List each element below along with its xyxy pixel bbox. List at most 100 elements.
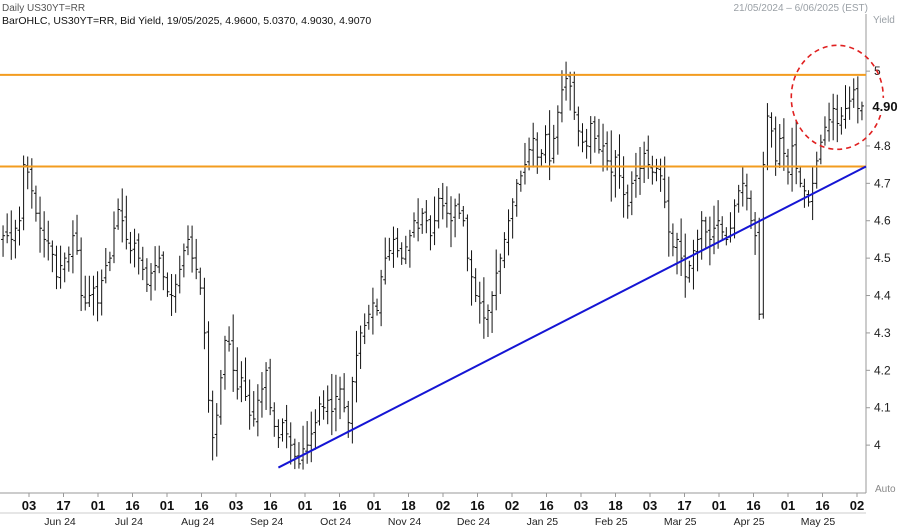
ohlc-bar <box>843 85 848 129</box>
ohlc-bar <box>687 260 692 283</box>
ohlc-bar <box>539 149 544 168</box>
ohlc-bar <box>333 374 338 432</box>
x-tick-month-label: Jan 25 <box>527 516 559 528</box>
ohlc-bar <box>666 176 671 257</box>
ohlc-bar <box>847 86 852 120</box>
ohlc-bar <box>21 155 26 231</box>
ohlc-bar <box>370 287 375 335</box>
ohlc-bar <box>814 151 819 189</box>
ohlc-bar <box>165 272 170 297</box>
ohlc-bar <box>395 228 400 258</box>
ohlc-bar <box>305 421 310 464</box>
ohlc-bar <box>251 391 256 427</box>
x-tick-day-label: 01 <box>712 498 726 513</box>
x-tick-month-label: Mar 25 <box>664 516 697 528</box>
ohlc-bar <box>457 193 462 219</box>
ohlc-bar <box>802 178 807 208</box>
ohlc-bar <box>412 212 417 238</box>
x-tick-day-label: 18 <box>401 498 415 513</box>
ohlc-bar <box>202 277 207 350</box>
ohlc-bar <box>580 123 585 153</box>
x-tick-day-label: 16 <box>539 498 553 513</box>
support-trendline <box>277 165 867 469</box>
ohlc-bar <box>272 402 277 437</box>
ohlc-bar <box>576 106 581 147</box>
x-tick-day-label: 16 <box>746 498 760 513</box>
ohlc-bar <box>794 120 799 185</box>
ohlc-bar <box>428 215 433 251</box>
x-tick-day-label: 01 <box>781 498 795 513</box>
ohlc-bar <box>25 156 30 190</box>
ohlc-bar <box>477 281 482 324</box>
x-tick-day-label: 02 <box>850 498 864 513</box>
x-tick-day-label: 01 <box>160 498 174 513</box>
x-tick-month-label: Aug 24 <box>181 516 214 528</box>
ohlc-bar <box>827 102 832 142</box>
ohlc-bar <box>268 358 273 416</box>
ohlc-bar <box>181 243 186 278</box>
ohlc-bar <box>568 71 573 111</box>
ohlc-bar <box>753 212 758 255</box>
ohlc-bar <box>851 78 856 108</box>
ohlc-bar <box>124 195 129 250</box>
ohlc-bar <box>301 425 306 470</box>
x-tick-day-label: 02 <box>505 498 519 513</box>
ohlc-bar <box>436 188 441 229</box>
ohlc-bar <box>157 245 162 274</box>
ohlc-bar <box>173 274 178 313</box>
x-tick-day-label: 16 <box>194 498 208 513</box>
ohlc-bar <box>740 166 745 207</box>
ohlc-bar <box>769 112 774 148</box>
x-tick-day-label: 03 <box>229 498 243 513</box>
ohlc-bar <box>835 94 840 143</box>
ohlc-bar <box>703 216 708 249</box>
ohlc-bar <box>58 245 63 289</box>
ohlc-bar <box>70 220 75 274</box>
ohlc-bar <box>675 232 680 275</box>
x-tick-day-label: 16 <box>332 498 346 513</box>
ohlc-bar <box>259 372 264 418</box>
ohlc-bar <box>153 246 158 291</box>
ohlc-bar <box>806 190 811 207</box>
ohlc-bar <box>683 233 688 298</box>
ohlc-bar <box>822 116 827 146</box>
ohlc-bar <box>506 209 511 256</box>
ohlc-bar <box>284 404 289 449</box>
ohlc-bar <box>547 110 552 181</box>
y-tick-label: 4.2 <box>874 363 891 377</box>
y-tick-label: 4 <box>874 438 881 452</box>
ohlc-bar <box>617 134 622 189</box>
ohlc-bar <box>522 142 527 185</box>
ohlc-bar <box>407 229 412 268</box>
ohlc-bar <box>13 219 18 259</box>
x-tick-day-label: 16 <box>263 498 277 513</box>
ohlc-bar <box>243 357 248 401</box>
ohlc-bar <box>276 419 281 448</box>
ohlc-bar <box>473 268 478 303</box>
ohlc-bar <box>235 347 240 400</box>
y-axis-title: Yield <box>873 15 895 26</box>
ohlc-bar <box>559 70 564 123</box>
x-tick-day-label: 17 <box>56 498 70 513</box>
ohlc-bar <box>379 269 384 327</box>
x-tick-day-label: 03 <box>643 498 657 513</box>
x-tick-day-label: 03 <box>22 498 36 513</box>
ohlc-bar <box>313 409 318 450</box>
ohlc-bar <box>444 186 449 228</box>
ohlc-bar <box>432 196 437 246</box>
ohlc-bar <box>54 245 59 290</box>
ohlc-bar <box>707 216 712 266</box>
auto-scale-label[interactable]: Auto <box>875 484 896 495</box>
y-axis: 44.14.24.34.44.54.64.74.85 <box>866 64 891 452</box>
ohlc-bar <box>399 242 404 265</box>
ohlc-bar <box>222 335 227 390</box>
x-tick-month-label: Jul 24 <box>115 516 143 528</box>
x-tick-month-label: Dec 24 <box>457 516 490 528</box>
ohlc-bar <box>144 258 149 292</box>
ohlc-bar <box>416 198 421 242</box>
ohlc-bar <box>350 376 355 444</box>
ohlc-bar <box>128 231 133 264</box>
ohlc-bar <box>625 184 630 219</box>
x-tick-day-label: 17 <box>677 498 691 513</box>
y-tick-label: 4.5 <box>874 251 891 265</box>
